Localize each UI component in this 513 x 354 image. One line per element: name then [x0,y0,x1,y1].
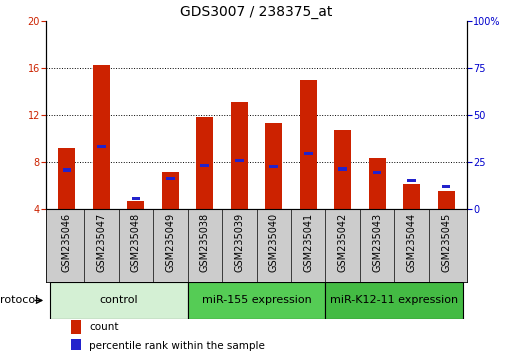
Bar [235,159,244,162]
Bar [339,167,347,171]
Text: percentile rank within the sample: percentile rank within the sample [89,341,265,351]
Bar [265,123,282,209]
Text: miR-K12-11 expression: miR-K12-11 expression [330,296,459,306]
Bar [188,282,325,319]
Text: GSM235044: GSM235044 [407,212,417,272]
Bar [201,164,209,167]
Text: GSM235040: GSM235040 [269,212,279,272]
Bar [403,184,420,209]
Text: GSM235045: GSM235045 [441,212,451,272]
Bar [407,179,416,182]
Text: miR-155 expression: miR-155 expression [202,296,311,306]
Text: count: count [89,322,119,332]
Bar [334,130,351,209]
Text: protocol: protocol [0,296,38,306]
Text: GSM235042: GSM235042 [338,212,348,272]
Bar [97,145,106,148]
Text: GSM235038: GSM235038 [200,212,210,272]
Title: GDS3007 / 238375_at: GDS3007 / 238375_at [180,5,333,19]
Bar [300,80,317,209]
Text: GSM235049: GSM235049 [165,212,175,272]
Bar [131,196,140,200]
Bar [127,201,145,209]
Bar [325,282,463,319]
Bar [442,185,450,188]
Bar [304,152,312,155]
Bar [166,177,174,180]
Bar [162,172,179,209]
Bar [373,171,382,174]
Text: GSM235048: GSM235048 [131,212,141,272]
Bar [93,65,110,209]
Bar [438,191,455,209]
Bar [231,102,248,209]
Bar [71,339,81,353]
Bar [71,320,81,334]
Bar [269,165,278,168]
Text: GSM235047: GSM235047 [96,212,106,272]
Text: control: control [100,296,138,306]
Text: GSM235039: GSM235039 [234,212,244,272]
Bar [196,117,213,209]
Bar [50,282,188,319]
Bar [58,148,75,209]
Text: GSM235043: GSM235043 [372,212,382,272]
Text: GSM235046: GSM235046 [62,212,72,272]
Text: GSM235041: GSM235041 [303,212,313,272]
Bar [63,169,71,172]
Bar [368,158,386,209]
